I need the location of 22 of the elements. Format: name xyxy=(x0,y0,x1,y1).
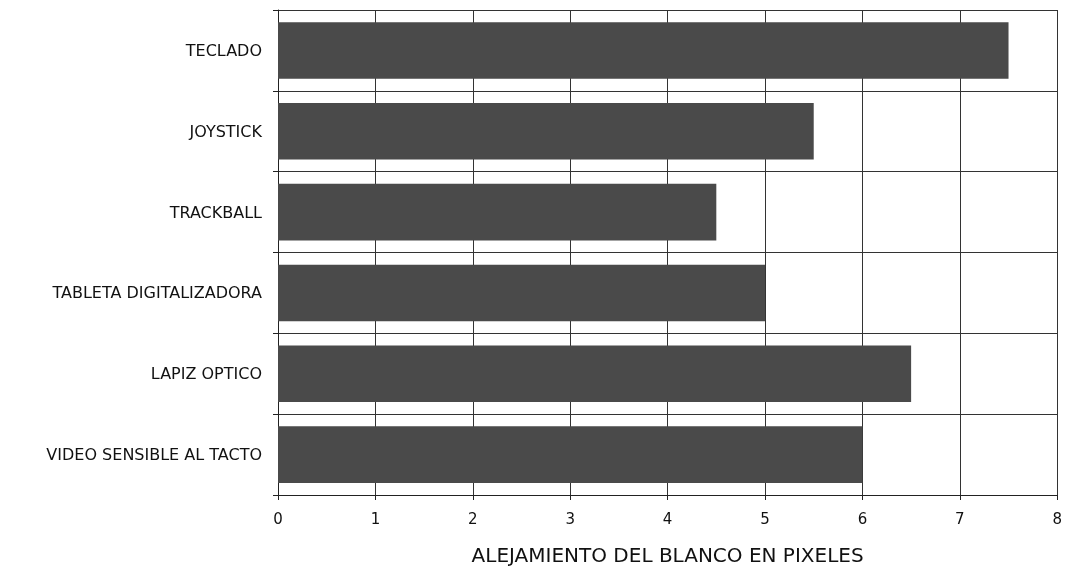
bar xyxy=(278,183,717,241)
x-tick-label: 8 xyxy=(1052,509,1062,528)
x-axis-title: ALEJAMIENTO DEL BLANCO EN PIXELES xyxy=(471,543,864,567)
x-tick-label: 7 xyxy=(955,509,965,528)
bar xyxy=(278,22,1009,79)
y-tick-label: TECLADO xyxy=(184,40,262,60)
bar xyxy=(278,264,766,322)
x-tick-label: 6 xyxy=(857,509,868,528)
x-tick-label: 1 xyxy=(370,509,381,528)
y-tick-label: JOYSTICK xyxy=(188,121,263,141)
x-tick-label: 0 xyxy=(273,509,283,528)
y-tick-label: TABLETA DIGITALIZADORA xyxy=(51,283,263,303)
x-tick-label: 3 xyxy=(565,509,575,528)
x-tick-label: 4 xyxy=(662,509,673,528)
y-tick-label: TRACKBALL xyxy=(168,202,263,222)
y-tick-label: LAPIZ OPTICO xyxy=(150,364,262,384)
x-tick-label: 5 xyxy=(760,509,770,528)
x-tick-label: 2 xyxy=(468,509,478,528)
bar xyxy=(278,345,912,403)
bar xyxy=(278,426,863,483)
y-tick-label: VIDEO SENSIBLE AL TACTO xyxy=(46,445,262,465)
bar xyxy=(278,102,814,160)
